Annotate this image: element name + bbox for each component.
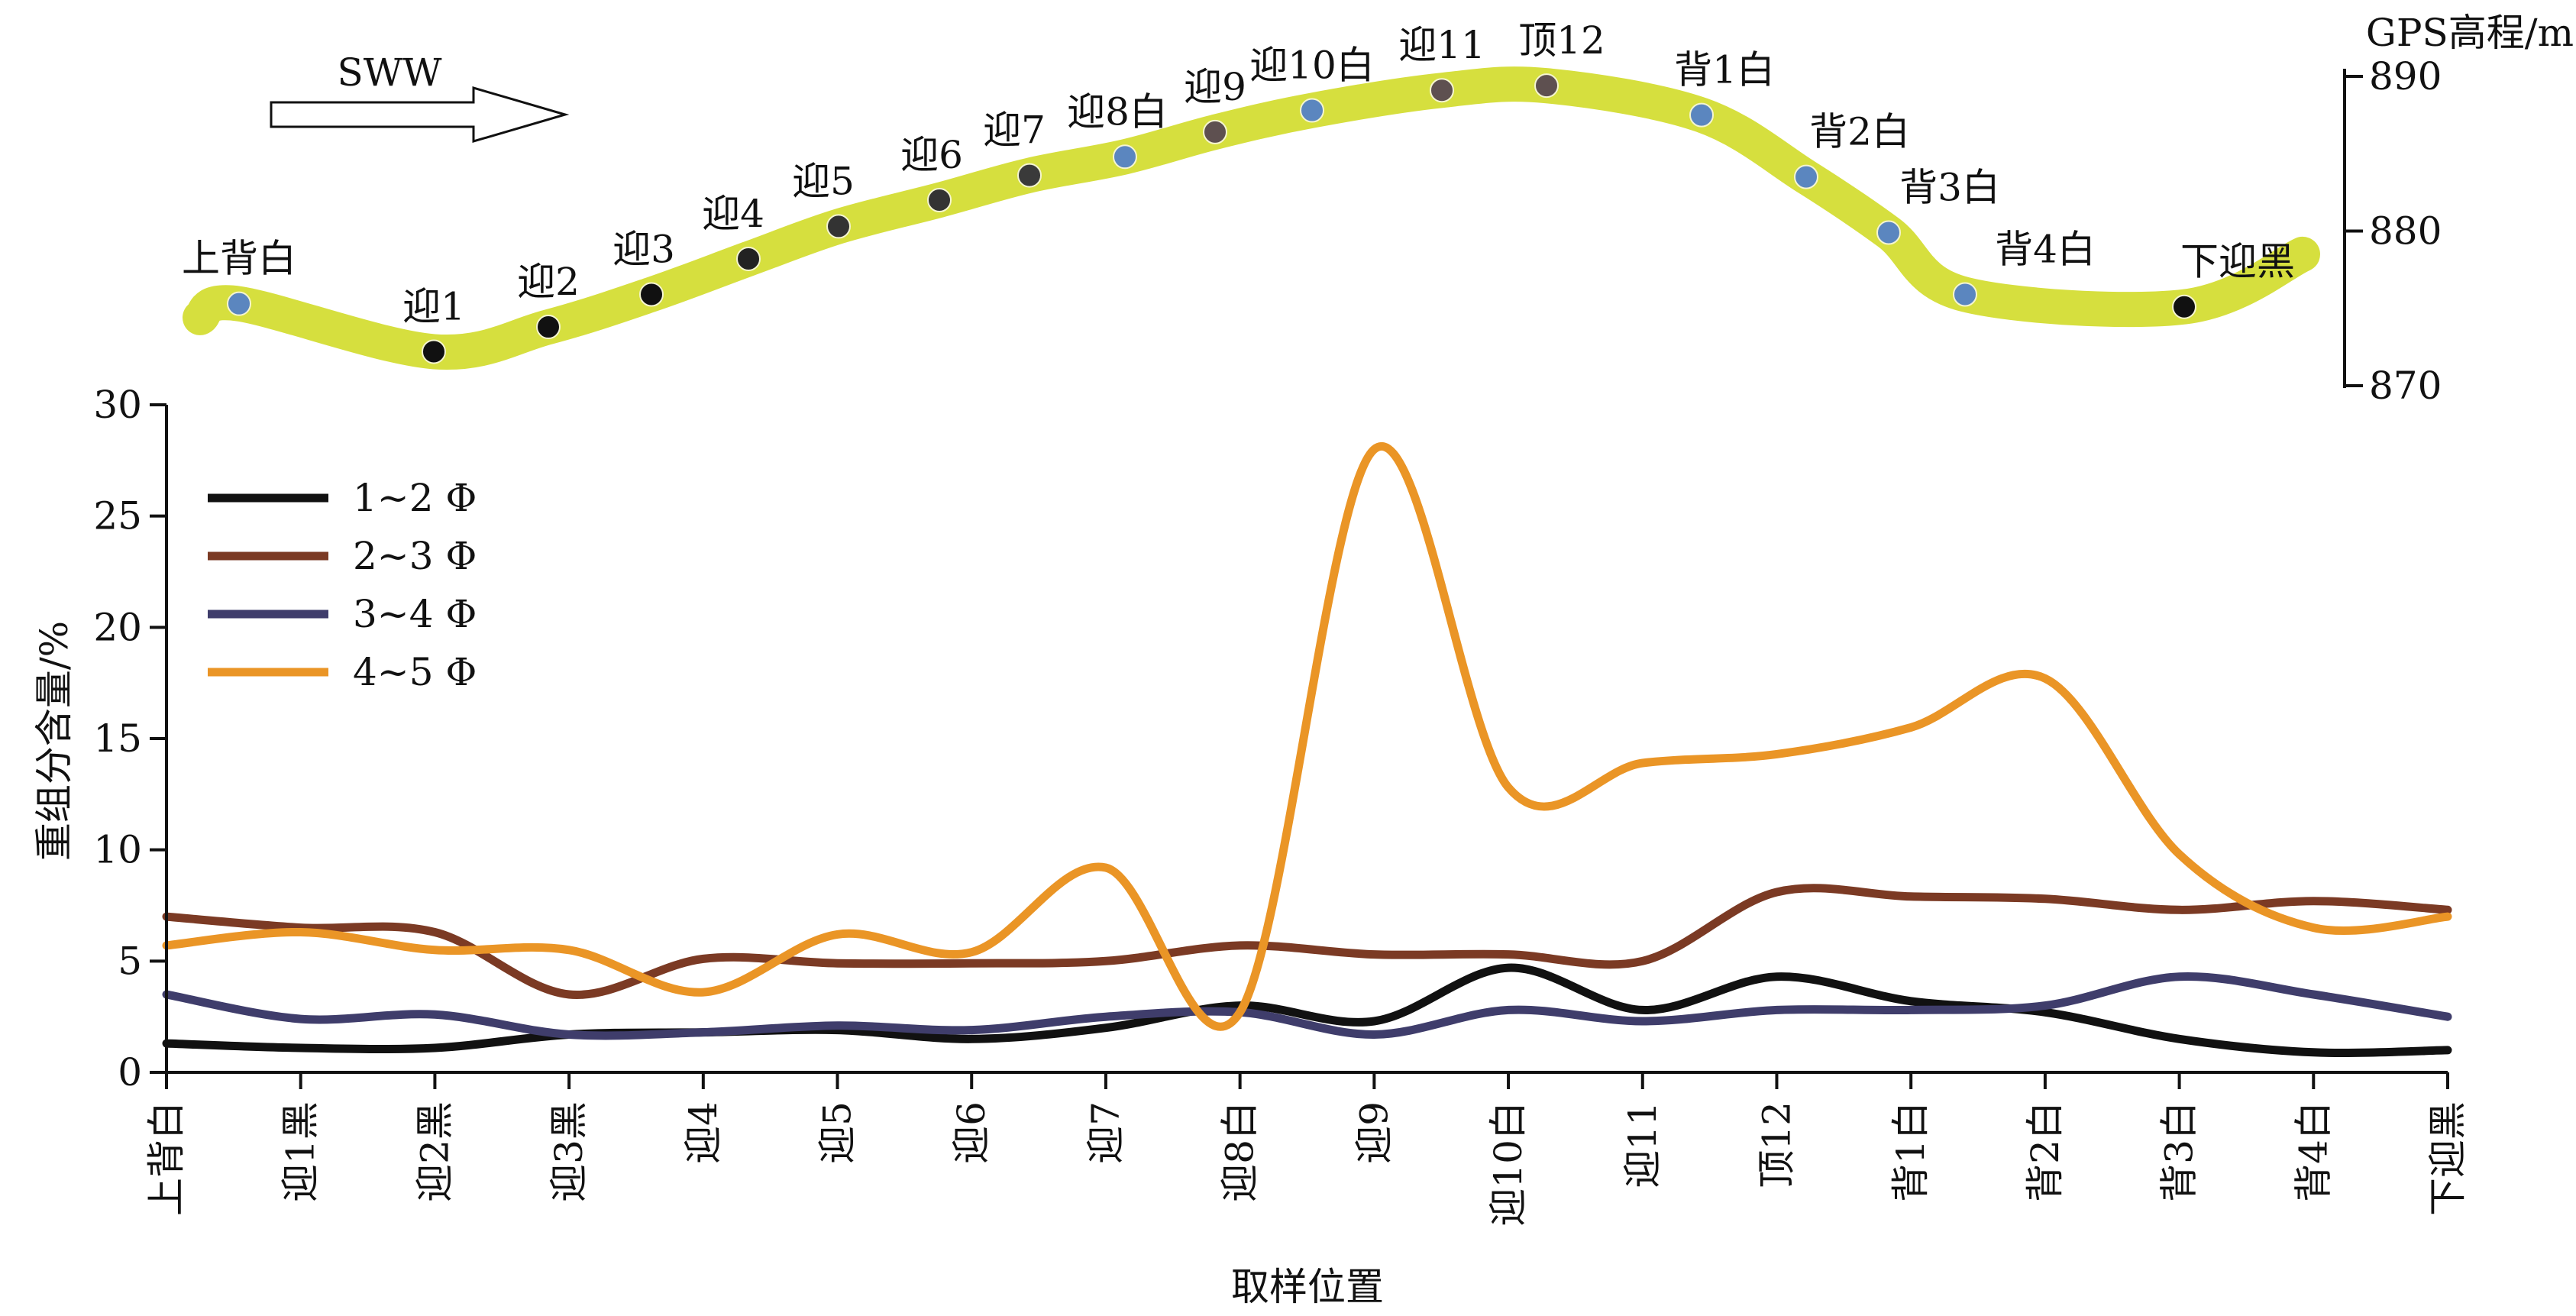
y-tick-label: 5 bbox=[118, 939, 142, 983]
x-tick-label: 迎4 bbox=[681, 1101, 726, 1164]
profile-point-label: 顶12 bbox=[1518, 18, 1605, 63]
profile-point bbox=[536, 315, 561, 340]
profile-point bbox=[1689, 102, 1714, 128]
profile-point-label: 上背白 bbox=[182, 237, 296, 281]
elevation-tick-label: 870 bbox=[2369, 364, 2442, 408]
wind-label: SWW bbox=[337, 50, 442, 95]
profile-point bbox=[227, 291, 251, 316]
y-tick-label: 0 bbox=[118, 1050, 142, 1095]
x-tick-label: 背2白 bbox=[2023, 1101, 2067, 1202]
profile-point bbox=[1017, 163, 1042, 188]
profile-point-label: 迎7 bbox=[983, 108, 1046, 153]
x-tick-label: 迎5 bbox=[816, 1101, 860, 1164]
profile-point-label: 迎9 bbox=[1184, 65, 1246, 109]
series-line bbox=[162, 884, 2452, 1000]
x-tick-label: 下迎黑 bbox=[2426, 1101, 2470, 1216]
x-axis-label: 取样位置 bbox=[1231, 1265, 1384, 1309]
elevation-axis-label: GPS高程/m bbox=[2366, 11, 2574, 55]
profile-point bbox=[1203, 119, 1227, 144]
profile-point bbox=[736, 246, 761, 271]
profile-point-label: 迎4 bbox=[702, 192, 764, 236]
elevation-tick-label: 880 bbox=[2369, 209, 2442, 254]
series-line bbox=[162, 442, 2452, 1031]
x-tick-label: 迎3黑 bbox=[547, 1101, 591, 1202]
y-tick-label: 15 bbox=[93, 716, 142, 761]
legend: 1~2 Φ 2~3 Φ 3~4 Φ 4~5 Φ bbox=[208, 476, 477, 694]
legend-label: 3~4 Φ bbox=[353, 592, 477, 636]
profile-point bbox=[1794, 164, 1818, 189]
profile-point-label: 迎11 bbox=[1398, 23, 1485, 67]
x-axis-ticks: 上背白 迎1黑 迎2黑 迎3黑 迎4 迎5 迎6 迎7 迎8白 迎9 迎10白 迎11 顶12 背1白 背2… bbox=[144, 1072, 2470, 1227]
series-line bbox=[162, 963, 2452, 1057]
x-tick-label: 迎8白 bbox=[1218, 1101, 1262, 1202]
profile-point-label: 背2白 bbox=[1809, 110, 1910, 154]
profile-point-label: 迎3 bbox=[612, 228, 675, 272]
elevation-tick-label: 890 bbox=[2369, 54, 2442, 99]
profile-point bbox=[1953, 282, 1977, 307]
x-tick-label: 迎9 bbox=[1352, 1101, 1396, 1164]
profile-point bbox=[927, 188, 952, 212]
legend-label: 1~2 Φ bbox=[353, 476, 477, 520]
y-axis-ticks: 0 5 10 15 20 25 30 bbox=[93, 383, 166, 1095]
profile-point-label: 背4白 bbox=[1995, 228, 2096, 272]
x-tick-label: 上背白 bbox=[144, 1101, 189, 1216]
x-tick-label: 迎11 bbox=[1621, 1101, 1665, 1188]
series-line bbox=[162, 972, 2452, 1040]
y-tick-label: 20 bbox=[93, 605, 142, 649]
profile-point-label: 下迎黑 bbox=[2180, 240, 2295, 284]
y-axis-label: 重组分含量/% bbox=[32, 621, 76, 861]
arrow-icon bbox=[270, 86, 570, 143]
profile-point bbox=[422, 339, 446, 364]
wind-direction-arrow: SWW bbox=[270, 50, 570, 143]
profile-point-label: 迎6 bbox=[900, 133, 963, 177]
profile-point bbox=[1113, 144, 1137, 170]
x-tick-label: 背3白 bbox=[2157, 1101, 2202, 1202]
profile-point-label: 迎5 bbox=[792, 159, 855, 203]
profile-point-label: 背1白 bbox=[1674, 48, 1775, 92]
x-tick-label: 迎1黑 bbox=[279, 1101, 323, 1202]
elevation-axis: GPS高程/m 890 880 870 bbox=[2343, 11, 2574, 408]
x-tick-label: 迎6 bbox=[949, 1101, 994, 1164]
series-lines bbox=[162, 442, 2452, 1057]
x-tick-label: 顶12 bbox=[1754, 1101, 1799, 1188]
profile-point bbox=[826, 214, 851, 239]
profile-point bbox=[2172, 294, 2196, 319]
line-chart: 0 5 10 15 20 25 30 上背白 迎1黑 迎2黑 迎3黑 迎4 迎5 迎6 迎7 迎8白 迎9 迎1… bbox=[32, 383, 2470, 1309]
legend-label: 4~5 Φ bbox=[353, 650, 477, 694]
profile-point-label: 迎1 bbox=[402, 284, 465, 328]
y-tick-label: 10 bbox=[93, 828, 142, 872]
y-tick-label: 30 bbox=[93, 383, 142, 427]
x-tick-label: 背4白 bbox=[2291, 1101, 2335, 1202]
y-tick-label: 25 bbox=[93, 494, 142, 538]
profile-point-label: 迎8白 bbox=[1067, 89, 1168, 134]
profile-point bbox=[1876, 220, 1901, 245]
x-tick-label: 背1白 bbox=[1889, 1101, 1933, 1202]
profile-point-label: 背3白 bbox=[1899, 166, 2000, 210]
profile-point-label: 迎2 bbox=[517, 260, 580, 304]
legend-label: 2~3 Φ bbox=[353, 534, 477, 578]
x-tick-label: 迎10白 bbox=[1486, 1101, 1530, 1227]
x-tick-label: 迎7 bbox=[1084, 1101, 1128, 1164]
profile-point bbox=[1534, 73, 1559, 99]
x-tick-label: 迎2黑 bbox=[412, 1101, 457, 1202]
profile-point-label: 迎10白 bbox=[1249, 44, 1375, 88]
profile-point bbox=[1300, 98, 1324, 123]
profile-point bbox=[639, 282, 664, 307]
profile-point bbox=[1430, 78, 1454, 103]
